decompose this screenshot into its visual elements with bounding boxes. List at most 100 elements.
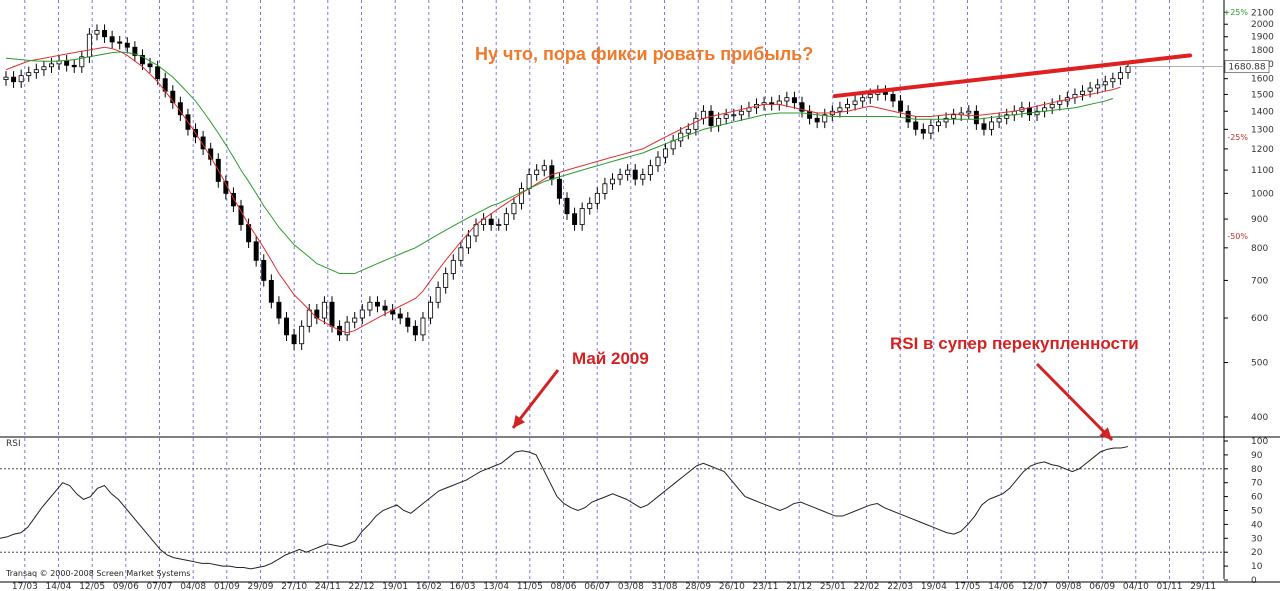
price-tick-label: 600 [1251,314,1268,324]
price-tick-label: 2100 [1251,8,1274,18]
candle [170,85,176,109]
candle [572,207,578,231]
rsi-tick-label: 60 [1251,493,1263,503]
x-tick-label: 27/10 [281,582,307,591]
candle [496,218,502,231]
candle [276,296,282,325]
x-tick-label: 26/10 [719,582,745,591]
rsi-tick-label: 30 [1251,534,1263,544]
candle [541,159,547,177]
candle [420,312,426,342]
candle [1034,105,1040,121]
candle [769,96,775,111]
candle [670,134,676,156]
price-tick-label: 1800 [1251,46,1274,56]
moving-average-slow [5,51,1113,275]
rsi-tick-label: 20 [1251,548,1263,558]
candle [935,115,941,132]
candle [981,117,987,136]
candle [799,96,805,118]
percent-marker-label: +25% [1224,8,1249,17]
arrow-rsi-overbought [1035,362,1114,442]
last-price-box [1224,60,1270,74]
x-axis: 17/03 14/04 12/05 09/06 07/07 04/08 01/09 29/09… [0,581,1280,591]
rsi-panel: RSI 0 10 20 30 40 50 60 70 80 90 100 Transaq © 2000-… [0,437,1268,586]
price-tick-label: 1600 [1251,75,1274,85]
x-tick-label: 09/06 [113,582,139,591]
candle [428,296,434,325]
x-tick-label: 24/11 [315,582,341,591]
candle [18,69,24,88]
candle [1026,101,1032,121]
candle [556,173,562,205]
candle [1102,75,1108,92]
candle [640,168,646,186]
x-tick-label: 22/03 [887,582,913,591]
x-tick-label: 29/09 [248,582,274,591]
rsi-tick-label: 10 [1251,562,1263,572]
candle [890,88,896,108]
x-tick-label: 25/01 [820,582,846,591]
x-tick-label: 19/01 [382,582,408,591]
x-tick-label: 28/09 [685,582,711,591]
candle [71,59,77,73]
candle [951,108,957,125]
x-tick-label: 21/12 [786,582,812,591]
candle [1095,78,1101,95]
rsi-line [0,446,1129,570]
x-tick-label: 23/11 [753,582,779,591]
moving-average-fast [5,46,1121,334]
x-tick-label: 12/07 [1022,582,1048,591]
x-tick-label: 14/06 [988,582,1014,591]
x-tick-label: 08/06 [551,582,577,591]
annotations: Ну что, пора фикси ровать прибыль? Май 20… [475,44,1139,442]
candle [1080,85,1085,101]
candle [291,328,297,350]
candle [966,105,972,120]
price-tick-label: 900 [1251,215,1268,225]
candle [503,207,509,231]
rsi-tick-label: 90 [1251,451,1263,461]
candle [1049,98,1055,114]
candle [117,35,123,50]
x-tick-label: 19/04 [921,582,947,591]
candle [837,101,843,118]
candle [920,123,926,140]
price-tick-label: 2000 [1251,20,1274,30]
candle [94,24,100,41]
candle [49,57,54,73]
candle [746,101,752,118]
candle [996,112,1002,129]
candle [230,187,236,213]
price-tick-label: 1000 [1251,189,1274,199]
x-tick-label: 13/04 [483,582,509,591]
candle [579,202,585,231]
arrow-may-2009 [511,369,560,429]
candle [905,105,911,129]
candle [11,71,17,88]
x-tick-label: 06/07 [584,582,610,591]
candle [3,71,9,86]
x-tick-label: 22/02 [854,582,880,591]
rsi-tick-label: 80 [1251,465,1263,475]
x-tick-label: 17/03 [12,582,38,591]
candle [700,105,706,125]
rsi-tick-label: 40 [1251,520,1263,530]
candle [124,37,130,54]
price-tick-label: 1900 [1251,33,1274,43]
candle [344,316,350,342]
candle [253,235,259,267]
candle [352,312,358,329]
candle [1110,72,1116,88]
price-panel: 400 500 600 700 800 900 1000 1100 1200 1300 1400 15… [0,0,1280,579]
rsi-title: RSI [6,439,21,449]
price-tick-label: 1300 [1251,125,1274,135]
x-tick-label: 16/02 [416,582,442,591]
candle [314,304,320,325]
candle [79,50,85,73]
rsi-tick-label: 100 [1251,437,1268,447]
price-tick-label: 500 [1251,359,1268,369]
candle [465,229,471,255]
candle [86,28,92,63]
candle [882,85,888,101]
